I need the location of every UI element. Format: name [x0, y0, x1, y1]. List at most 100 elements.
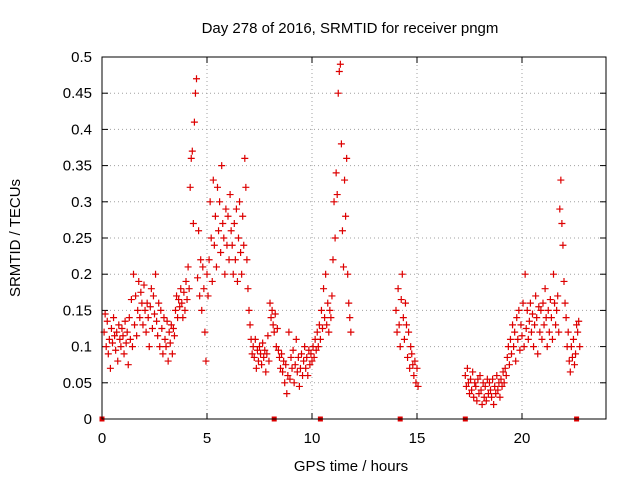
data-point — [153, 317, 161, 325]
data-point — [328, 292, 336, 300]
data-point — [124, 361, 132, 369]
data-point — [530, 343, 538, 351]
data-point — [229, 270, 237, 278]
data-point — [233, 277, 241, 285]
data-point — [314, 343, 322, 351]
data-point — [266, 299, 274, 307]
data-point — [225, 256, 233, 264]
data-point — [325, 328, 333, 336]
data-point — [147, 285, 155, 293]
y-tick-label: 0.35 — [63, 158, 92, 175]
data-point — [250, 353, 258, 361]
data-point — [162, 343, 170, 351]
y-tick-label: 0.25 — [63, 230, 92, 247]
data-point — [544, 306, 552, 314]
data-point — [202, 357, 210, 365]
data-point — [254, 357, 262, 365]
data-point — [288, 364, 296, 372]
data-point — [527, 328, 535, 336]
data-point — [135, 277, 143, 285]
data-point — [467, 375, 475, 383]
y-tick-label: 0.5 — [71, 49, 92, 66]
data-point — [547, 314, 555, 322]
data-point — [347, 328, 355, 336]
data-point — [164, 357, 172, 365]
data-point — [484, 390, 492, 398]
data-point — [101, 310, 109, 318]
data-point — [543, 343, 551, 351]
data-point — [268, 306, 276, 314]
data-point — [503, 353, 511, 361]
data-point — [105, 335, 113, 343]
data-point — [535, 303, 543, 311]
data-point — [317, 306, 325, 314]
data-point — [332, 169, 340, 177]
data-point — [208, 277, 216, 285]
data-point — [219, 220, 227, 228]
data-point — [492, 390, 500, 398]
data-point — [532, 292, 540, 300]
data-point — [533, 314, 541, 322]
data-point — [193, 75, 200, 83]
data-point — [469, 368, 477, 376]
data-point — [405, 328, 413, 336]
data-point — [550, 270, 557, 278]
data-point — [113, 328, 121, 336]
data-point — [183, 296, 191, 304]
data-point — [182, 277, 190, 285]
data-point — [137, 288, 145, 296]
data-point — [163, 317, 171, 325]
data-point — [107, 325, 115, 332]
data-point — [111, 332, 119, 340]
data-point — [523, 306, 531, 314]
data-point — [305, 346, 313, 354]
data-point — [341, 176, 349, 184]
data-point — [473, 397, 481, 405]
data-point — [280, 357, 288, 365]
data-point — [477, 386, 485, 394]
y-tick-label: 0.15 — [63, 302, 92, 319]
data-point — [185, 285, 193, 293]
data-point — [257, 350, 265, 358]
data-point — [273, 325, 281, 332]
data-point — [319, 325, 326, 332]
data-point — [226, 191, 234, 199]
data-point — [514, 335, 522, 343]
data-point — [558, 220, 566, 228]
y-tick-label: 0.05 — [63, 375, 92, 392]
data-point — [269, 321, 277, 329]
y-tick-label: 0 — [84, 411, 92, 428]
data-point — [155, 299, 163, 307]
data-point — [154, 332, 162, 340]
data-point — [479, 379, 487, 387]
data-point — [167, 321, 175, 329]
data-point — [173, 292, 181, 300]
data-point — [112, 346, 120, 354]
data-point — [126, 335, 134, 343]
data-point — [106, 364, 114, 372]
data-point — [291, 361, 299, 369]
data-point — [462, 382, 470, 390]
data-point — [201, 328, 209, 336]
data-point — [115, 321, 123, 329]
data-point — [499, 368, 507, 376]
data-point — [279, 368, 287, 376]
data-point — [316, 335, 324, 343]
chart-title: Day 278 of 2016, SRMTID for receiver png… — [202, 20, 499, 37]
data-point — [132, 292, 140, 300]
data-point — [215, 227, 223, 235]
data-point — [136, 314, 144, 322]
x-tick-label: 15 — [409, 430, 426, 447]
data-point — [395, 321, 403, 329]
data-point — [265, 357, 273, 365]
data-point — [472, 382, 480, 390]
data-point — [180, 288, 188, 296]
data-point — [248, 350, 256, 358]
data-point — [172, 306, 179, 314]
data-point — [400, 335, 408, 343]
data-point — [128, 343, 136, 351]
data-point — [476, 372, 484, 380]
data-point — [253, 346, 261, 354]
data-point — [471, 379, 479, 387]
